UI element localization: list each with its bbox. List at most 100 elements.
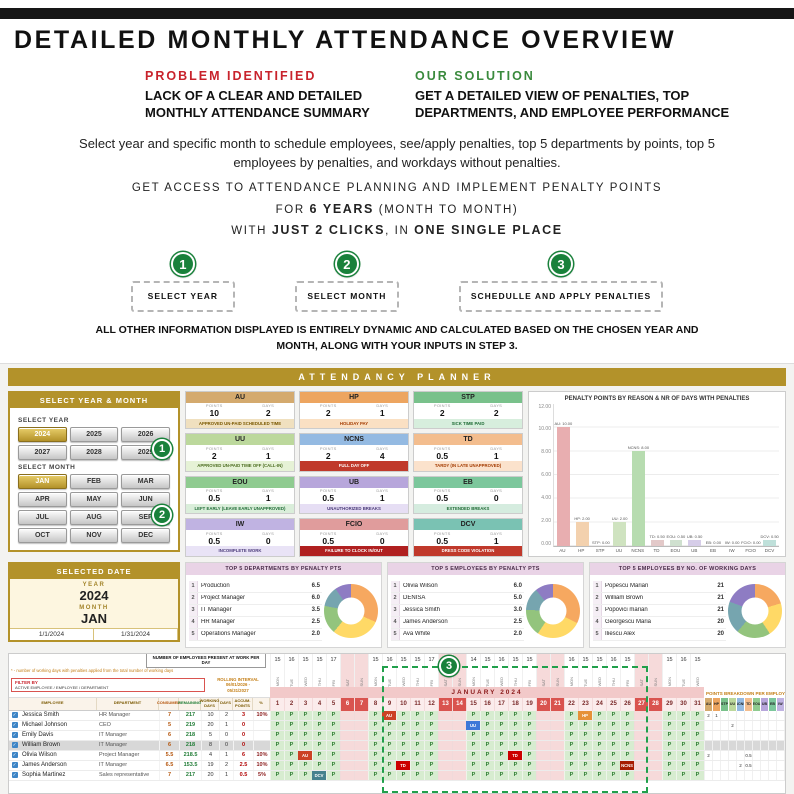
day-cell-weekend[interactable]	[354, 730, 368, 740]
day-cell-present[interactable]: P	[606, 760, 620, 770]
day-cell-present[interactable]: P	[606, 750, 620, 760]
day-cell-present[interactable]: P	[606, 730, 620, 740]
day-cell-weekend[interactable]	[648, 720, 662, 730]
day-cell-present[interactable]: P	[284, 750, 298, 760]
day-cell-present[interactable]: P	[424, 710, 438, 720]
day-cell-present[interactable]: P	[326, 750, 340, 760]
day-cell-weekend[interactable]	[452, 730, 466, 740]
day-cell-present[interactable]: P	[368, 750, 382, 760]
day-cell-present[interactable]: P	[298, 760, 312, 770]
day-cell-present[interactable]: P	[676, 740, 690, 750]
day-cell-weekend[interactable]	[550, 740, 564, 750]
employee-row[interactable]: ✓ James Anderson IT Manager 6.5 153.5 19 2 2.…	[9, 760, 785, 771]
filter-box[interactable]: FILTER BY ACTIVE EMPLOYEE / EMPLOYEE / D…	[11, 678, 205, 693]
day-cell-present[interactable]: P	[690, 720, 704, 730]
day-cell-present[interactable]: P	[410, 730, 424, 740]
day-cell-present[interactable]: P	[410, 740, 424, 750]
day-cell-weekend[interactable]	[340, 720, 354, 730]
day-cell-present[interactable]: P	[592, 740, 606, 750]
day-cell-penalty[interactable]: TD	[508, 750, 522, 760]
day-cell-weekend[interactable]	[452, 710, 466, 720]
day-cell-present[interactable]: P	[662, 730, 676, 740]
day-cell-weekend[interactable]	[648, 730, 662, 740]
day-cell-weekend[interactable]	[452, 750, 466, 760]
day-cell-present[interactable]: P	[270, 760, 284, 770]
day-cell-present[interactable]: P	[690, 730, 704, 740]
day-cell-weekend[interactable]	[648, 760, 662, 770]
day-cell-weekend[interactable]	[438, 720, 452, 730]
employee-row[interactable]: ✓ Olivia Wilson Project Manager 5.5 218.5 4…	[9, 750, 785, 761]
month-button-nov[interactable]: NOV	[69, 527, 119, 543]
year-button-2024[interactable]: 2024	[18, 426, 67, 442]
employee-row[interactable]: ✓ Michael Johnson CEO 5 219 20 1 0 P P P P P P P P P P U…	[9, 720, 785, 731]
day-cell-present[interactable]: P	[578, 770, 592, 780]
day-cell-weekend[interactable]	[648, 750, 662, 760]
day-cell-present[interactable]: P	[620, 750, 634, 760]
day-cell-present[interactable]: P	[466, 750, 480, 760]
day-cell-weekend[interactable]	[634, 770, 648, 780]
day-cell-present[interactable]: P	[494, 750, 508, 760]
day-cell-weekend[interactable]	[452, 740, 466, 750]
day-cell-present[interactable]: P	[298, 770, 312, 780]
day-cell-weekend[interactable]	[340, 730, 354, 740]
day-cell-weekend[interactable]	[536, 750, 550, 760]
day-cell-present[interactable]: P	[284, 740, 298, 750]
day-cell-present[interactable]: P	[690, 760, 704, 770]
day-cell-weekend[interactable]	[634, 710, 648, 720]
day-cell-weekend[interactable]	[340, 770, 354, 780]
day-cell-weekend[interactable]	[536, 760, 550, 770]
month-button-oct[interactable]: OCT	[18, 527, 67, 543]
day-cell-present[interactable]: P	[424, 760, 438, 770]
month-button-jan[interactable]: JAN	[18, 473, 67, 489]
day-cell-weekend[interactable]	[550, 760, 564, 770]
day-cell-penalty[interactable]: HP	[578, 710, 592, 720]
day-cell-present[interactable]: P	[368, 760, 382, 770]
day-cell-present[interactable]: P	[592, 720, 606, 730]
day-cell-present[interactable]: P	[508, 770, 522, 780]
day-cell-weekend[interactable]	[340, 710, 354, 720]
day-cell-penalty[interactable]: AU	[382, 710, 396, 720]
day-cell-present[interactable]: P	[620, 710, 634, 720]
day-cell-present[interactable]: P	[620, 730, 634, 740]
day-cell-present[interactable]: P	[522, 740, 536, 750]
day-cell-present[interactable]: P	[564, 740, 578, 750]
day-cell-present[interactable]: P	[312, 720, 326, 730]
day-cell-present[interactable]: P	[494, 740, 508, 750]
day-cell-present[interactable]: P	[494, 770, 508, 780]
day-cell-present[interactable]: P	[284, 760, 298, 770]
day-cell-present[interactable]: P	[522, 750, 536, 760]
month-button-may[interactable]: MAY	[69, 491, 119, 507]
day-cell-present[interactable]: P	[564, 730, 578, 740]
day-cell-present[interactable]: P	[606, 770, 620, 780]
day-cell-present[interactable]: P	[578, 750, 592, 760]
day-cell-present[interactable]: P	[382, 720, 396, 730]
day-cell-present[interactable]: P	[466, 730, 480, 740]
day-cell-present[interactable]: P	[690, 740, 704, 750]
row-checkbox[interactable]: ✓	[11, 762, 18, 769]
day-cell-present[interactable]: P	[522, 710, 536, 720]
day-cell-weekend[interactable]	[550, 720, 564, 730]
day-cell-weekend[interactable]	[550, 730, 564, 740]
day-cell-present[interactable]: P	[564, 710, 578, 720]
day-cell-weekend[interactable]	[536, 720, 550, 730]
day-cell-weekend[interactable]	[634, 730, 648, 740]
day-cell-present[interactable]: P	[466, 760, 480, 770]
day-cell-present[interactable]: P	[466, 740, 480, 750]
day-cell-weekend[interactable]	[452, 760, 466, 770]
day-cell-present[interactable]: P	[508, 760, 522, 770]
day-cell-present[interactable]: P	[480, 710, 494, 720]
day-cell-present[interactable]: P	[368, 720, 382, 730]
day-cell-weekend[interactable]	[354, 720, 368, 730]
day-cell-present[interactable]: P	[522, 720, 536, 730]
day-cell-weekend[interactable]	[438, 770, 452, 780]
day-cell-present[interactable]: P	[382, 760, 396, 770]
day-cell-present[interactable]: P	[270, 770, 284, 780]
year-button-2028[interactable]: 2028	[69, 444, 119, 460]
day-cell-present[interactable]: P	[592, 710, 606, 720]
day-cell-present[interactable]: P	[326, 770, 340, 780]
day-cell-weekend[interactable]	[340, 760, 354, 770]
day-cell-weekend[interactable]	[648, 770, 662, 780]
day-cell-weekend[interactable]	[354, 760, 368, 770]
day-cell-present[interactable]: P	[592, 750, 606, 760]
day-cell-present[interactable]: P	[298, 740, 312, 750]
